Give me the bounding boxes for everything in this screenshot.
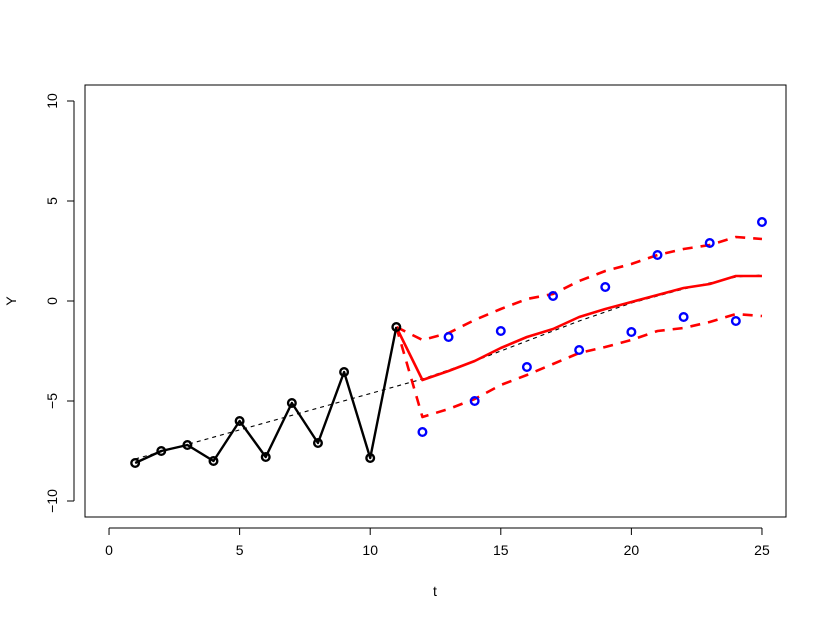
- data-point: [130, 458, 141, 469]
- series-blue-observed-circles: [417, 216, 767, 438]
- data-point: [443, 332, 454, 343]
- data-point: [574, 345, 585, 356]
- data-point: [756, 216, 767, 227]
- red-solid-forecast-line: [395, 274, 762, 382]
- data-point: [182, 440, 193, 451]
- data-point: [469, 396, 480, 407]
- x-tick-label: 20: [624, 542, 640, 558]
- x-axis-title: t: [433, 583, 437, 599]
- data-point: [600, 282, 611, 293]
- data-point: [704, 237, 715, 248]
- y-axis-title: Y: [3, 296, 19, 306]
- red-dashed-lower-line: [395, 312, 763, 419]
- data-point: [521, 362, 532, 373]
- data-point: [365, 453, 376, 464]
- x-tick-label: 5: [236, 542, 244, 558]
- black-line-with-circles-line: [134, 326, 398, 465]
- red-dashed-upper-line: [395, 235, 763, 342]
- data-point: [548, 291, 559, 302]
- series-black-line-with-circles: [130, 322, 402, 469]
- series-red-dashed-lower: [395, 312, 763, 419]
- y-tick-label: 0: [44, 297, 60, 305]
- data-point: [339, 367, 350, 378]
- x-tick-label: 0: [105, 542, 113, 558]
- black-dashed-trend-line: [135, 274, 763, 460]
- data-point: [260, 452, 271, 463]
- x-tick-label: 10: [362, 542, 378, 558]
- data-point: [495, 326, 506, 337]
- data-point: [417, 427, 428, 438]
- series-layer: [130, 216, 767, 469]
- y-tick-label: −10: [44, 489, 60, 513]
- data-point: [234, 416, 245, 427]
- y-tick-label: 10: [44, 93, 60, 109]
- data-point: [730, 316, 741, 327]
- x-tick-label: 15: [493, 542, 509, 558]
- data-point: [652, 249, 663, 260]
- data-point: [678, 312, 689, 323]
- y-tick-label: 5: [44, 197, 60, 205]
- series-black-dashed-trend: [135, 274, 763, 460]
- series-red-dashed-upper: [395, 235, 763, 342]
- data-point: [391, 322, 402, 333]
- data-point: [626, 327, 637, 338]
- x-tick-label: 25: [754, 542, 770, 558]
- y-tick-label: −5: [44, 393, 60, 409]
- data-point: [208, 456, 219, 467]
- y-axis: −10 −5 0 5 10: [44, 93, 75, 513]
- data-point: [312, 438, 323, 449]
- series-red-solid-forecast: [395, 274, 762, 382]
- plot-box: [84, 84, 787, 518]
- x-axis: 0 5 10 15 20 25: [105, 527, 770, 558]
- data-point: [156, 446, 167, 457]
- data-point: [286, 398, 297, 409]
